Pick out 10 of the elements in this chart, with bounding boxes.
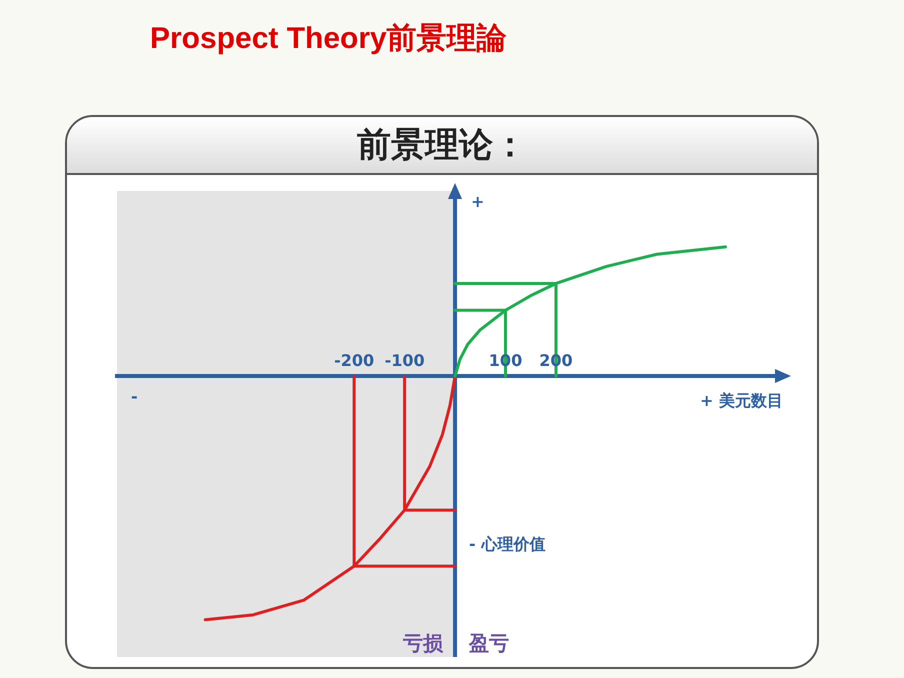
chart-title: Prospect Theory前景理論 xyxy=(150,21,507,57)
text: 亏损 xyxy=(402,631,444,656)
x-tick-label: -200 xyxy=(334,351,374,370)
x-axis-title: + 美元数目 xyxy=(700,391,783,410)
y-axis-title: - 心理价值 xyxy=(469,534,546,554)
annotation: - xyxy=(131,387,138,406)
text: 盈亏 xyxy=(468,631,510,656)
chart-subtitle: 前景理论： xyxy=(67,117,817,175)
text: + xyxy=(471,192,484,212)
x-tick-label: -100 xyxy=(384,351,425,370)
